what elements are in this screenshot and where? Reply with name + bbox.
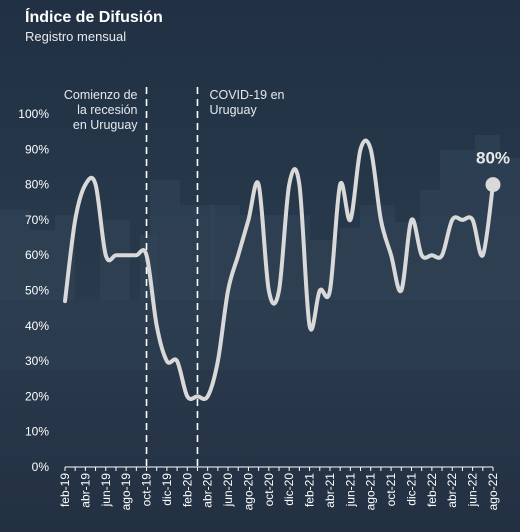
annotation-text: la recesión xyxy=(77,103,137,117)
y-tick-label: 80% xyxy=(25,178,49,192)
series-line xyxy=(63,138,495,401)
x-tick-label: feb-20 xyxy=(180,473,194,507)
annotation-text: en Uruguay xyxy=(73,118,138,132)
x-tick-label: feb-19 xyxy=(58,473,72,507)
x-tick-label: ago-21 xyxy=(364,473,378,511)
x-tick-label: dic-20 xyxy=(282,473,296,506)
x-tick-label: feb-21 xyxy=(303,473,317,507)
y-tick-label: 60% xyxy=(25,248,49,262)
skyline-building xyxy=(500,158,520,300)
chart-subtitle: Registro mensual xyxy=(25,29,126,44)
y-tick-label: 10% xyxy=(25,425,49,439)
y-tick-label: 20% xyxy=(25,389,49,403)
series-group: 80% xyxy=(63,138,510,401)
skyline-building xyxy=(420,190,440,300)
x-tick-label: ago-19 xyxy=(119,473,133,511)
x-tick-label: abr-21 xyxy=(323,473,337,508)
y-tick-label: 90% xyxy=(25,142,49,156)
x-axis: feb-19 abr-19 jun-19 ago-19 oct-19 dic-19 feb-… xyxy=(58,466,500,511)
skyline-building xyxy=(210,205,240,300)
x-tick-label: ago-22 xyxy=(486,473,500,511)
skyline-building xyxy=(0,210,30,300)
annotation-text: COVID-19 en xyxy=(209,88,284,102)
annotation-text: Comienzo de xyxy=(64,88,138,102)
y-tick-label: 30% xyxy=(25,354,49,368)
skyline-building xyxy=(340,228,360,300)
skyline-building xyxy=(150,180,180,300)
x-tick-label: dic-21 xyxy=(404,473,418,506)
x-tick-label: jun-20 xyxy=(221,473,235,508)
skyline-building xyxy=(30,230,55,300)
x-tick-label: feb-22 xyxy=(425,473,439,507)
y-tick-label: 0% xyxy=(32,460,50,474)
last-value-label: 80% xyxy=(476,149,510,168)
chart-title: Índice de Difusión xyxy=(25,7,163,26)
skyline-building xyxy=(55,215,75,300)
last-point-marker xyxy=(485,177,501,193)
x-tick-label: oct-19 xyxy=(140,473,154,507)
skyline-building xyxy=(440,150,475,300)
x-tick-label: abr-19 xyxy=(78,473,92,508)
x-tick-label: oct-20 xyxy=(262,473,276,507)
x-tick-label: jun-22 xyxy=(466,473,480,508)
x-tick-label: jun-21 xyxy=(343,473,357,508)
skyline-base xyxy=(0,300,520,370)
y-tick-label: 40% xyxy=(25,319,49,333)
x-tick-label: abr-20 xyxy=(201,473,215,508)
y-tick-label: 100% xyxy=(18,107,49,121)
skyline-building xyxy=(100,220,130,300)
x-tick-label: abr-22 xyxy=(445,473,459,508)
x-tick-label: ago-20 xyxy=(241,473,255,511)
y-axis: 0% 10% 20% 30% 40% 50% 60% 70% 80% 90% 100% xyxy=(18,107,49,474)
y-tick-label: 50% xyxy=(25,284,49,298)
annotation-text: Uruguay xyxy=(209,103,257,117)
x-tick-label: oct-21 xyxy=(384,473,398,507)
y-tick-label: 70% xyxy=(25,213,49,227)
x-tick-label: dic-19 xyxy=(160,473,174,506)
x-tick-label: jun-19 xyxy=(99,473,113,508)
